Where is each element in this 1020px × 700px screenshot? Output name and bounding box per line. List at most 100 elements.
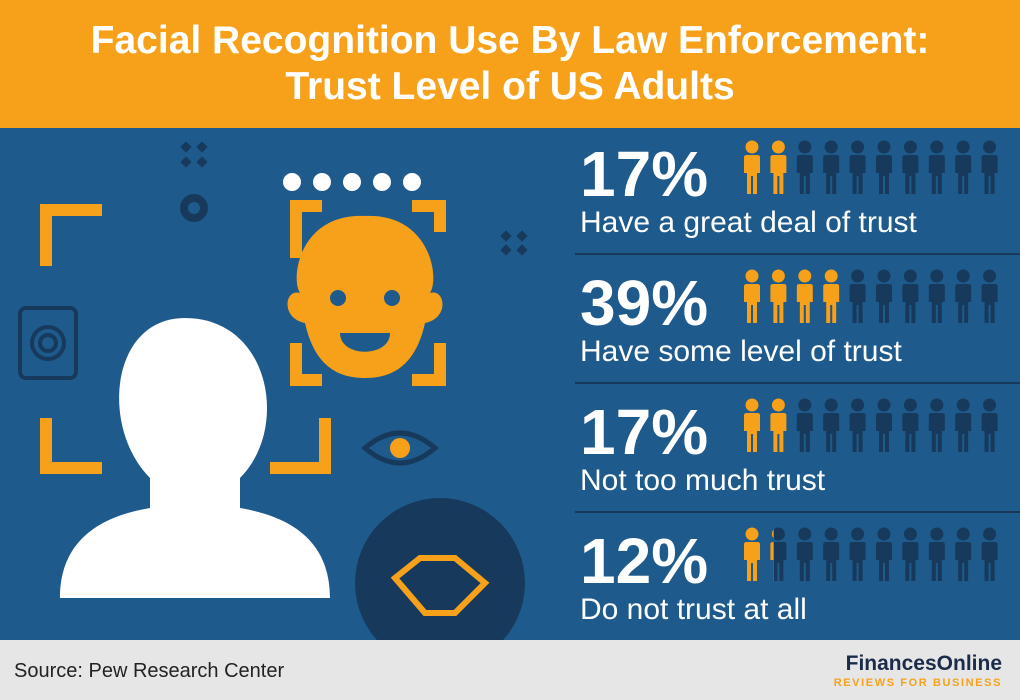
brand-tagline: REVIEWS FOR BUSINESS	[833, 677, 1002, 689]
person-body	[796, 413, 813, 452]
person-body	[876, 284, 892, 323]
person-body	[849, 542, 866, 581]
person-head	[824, 269, 838, 283]
person-head	[930, 140, 944, 154]
person-head	[851, 140, 865, 154]
person-head	[877, 527, 891, 541]
person-head	[851, 398, 865, 412]
category-label: Have some level of trust	[580, 335, 902, 368]
person-body	[955, 155, 972, 194]
person-body	[770, 542, 774, 581]
person-body	[876, 542, 892, 581]
person-body	[981, 155, 998, 194]
person-body	[928, 413, 945, 452]
person-head	[771, 527, 785, 541]
person-head	[956, 269, 970, 283]
person-body	[796, 542, 813, 581]
person-body	[902, 542, 919, 581]
person-body	[955, 284, 972, 323]
person-body	[744, 155, 760, 194]
person-body	[981, 542, 998, 581]
person-head	[745, 269, 759, 283]
person-head	[956, 398, 970, 412]
person-body	[823, 155, 840, 194]
person-head	[903, 398, 917, 412]
person-head	[956, 527, 970, 541]
person-body	[770, 413, 787, 452]
person-body	[902, 413, 919, 452]
category-label: Do not trust at all	[580, 593, 807, 626]
person-head	[798, 398, 812, 412]
person-head	[824, 527, 838, 541]
person-head	[903, 269, 917, 283]
person-body	[796, 155, 813, 194]
person-body	[902, 155, 919, 194]
person-head	[824, 398, 838, 412]
person-body	[981, 413, 998, 452]
person-head	[983, 269, 997, 283]
person-body	[955, 542, 972, 581]
person-body	[981, 284, 998, 323]
person-head	[956, 140, 970, 154]
person-head	[877, 140, 891, 154]
header: Facial Recognition Use By Law Enforcemen…	[0, 0, 1020, 128]
category-label: Not too much trust	[580, 464, 826, 497]
person-body	[823, 542, 840, 581]
value-label: 17%	[580, 396, 708, 468]
person-head	[903, 527, 917, 541]
decoration	[40, 200, 446, 474]
person-body	[928, 155, 945, 194]
person-head	[771, 269, 785, 283]
pictogram-fill	[744, 527, 774, 581]
person-head	[903, 140, 917, 154]
person-head	[745, 140, 759, 154]
person-body	[876, 155, 892, 194]
person-head	[798, 527, 812, 541]
person-head	[877, 398, 891, 412]
brand: FinancesOnline	[845, 652, 1002, 675]
value-label: 17%	[580, 138, 708, 210]
person-head	[930, 269, 944, 283]
source: Source: Pew Research Center	[14, 660, 285, 682]
person-head	[930, 398, 944, 412]
person-body	[876, 413, 892, 452]
person-head	[745, 527, 759, 541]
person-body	[823, 284, 840, 323]
footer: Source: Pew Research Center FinancesOnli…	[0, 640, 1020, 700]
person-body	[928, 542, 945, 581]
person-body	[770, 155, 787, 194]
person-body	[744, 542, 760, 581]
separators	[575, 253, 1020, 513]
category-label: Have a great deal of trust	[580, 206, 918, 239]
pictogram-fill	[744, 398, 787, 452]
person-head	[798, 269, 812, 283]
person-head	[824, 140, 838, 154]
person-head	[745, 398, 759, 412]
person-body	[849, 155, 866, 194]
value-label: 39%	[580, 267, 708, 339]
person-body	[744, 284, 760, 323]
person-body	[823, 413, 840, 452]
person-head	[877, 269, 891, 283]
person-head	[983, 527, 997, 541]
person-body	[796, 284, 813, 323]
person-head	[771, 398, 785, 412]
person-body	[849, 284, 866, 323]
pictogram-fill	[744, 140, 787, 194]
person-head	[851, 269, 865, 283]
person-body	[744, 413, 760, 452]
person-head	[771, 529, 774, 539]
person-head	[983, 140, 997, 154]
person-body	[955, 413, 972, 452]
value-label: 12%	[580, 525, 708, 597]
person-body	[849, 413, 866, 452]
person-head	[851, 527, 865, 541]
person-head	[771, 140, 785, 154]
person-body	[770, 542, 787, 581]
person-head	[798, 140, 812, 154]
person-head	[930, 527, 944, 541]
person-body	[928, 284, 945, 323]
pictogram-fill	[744, 269, 840, 323]
